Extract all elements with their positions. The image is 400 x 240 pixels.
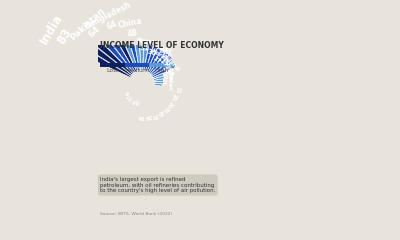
Wedge shape: [152, 63, 176, 78]
Wedge shape: [128, 35, 140, 71]
Text: Medium: Medium: [124, 68, 150, 73]
Text: 21: 21: [174, 86, 181, 94]
Wedge shape: [148, 49, 166, 73]
Text: Qatar
22: Qatar 22: [160, 66, 174, 86]
Text: Low: Low: [106, 68, 119, 73]
Wedge shape: [140, 41, 144, 70]
Wedge shape: [59, 23, 132, 76]
Wedge shape: [89, 23, 134, 74]
Wedge shape: [144, 43, 154, 71]
Text: INCOME LEVEL OF ECONOMY: INCOME LEVEL OF ECONOMY: [100, 41, 224, 50]
Wedge shape: [122, 37, 138, 71]
Text: 19: 19: [137, 114, 145, 119]
Text: 7: 7: [126, 92, 132, 98]
Wedge shape: [146, 46, 158, 71]
Text: 7: 7: [129, 95, 134, 101]
Wedge shape: [154, 84, 162, 86]
Wedge shape: [134, 39, 141, 70]
Wedge shape: [115, 35, 136, 72]
Wedge shape: [147, 47, 162, 72]
Text: Pakistan
64: Pakistan 64: [68, 6, 113, 50]
Wedge shape: [109, 37, 135, 73]
Text: 6: 6: [125, 89, 131, 95]
Wedge shape: [154, 79, 163, 82]
Text: 20: 20: [150, 112, 158, 119]
Wedge shape: [150, 52, 169, 74]
Text: 19: 19: [144, 113, 152, 119]
Bar: [125, 63, 150, 67]
Wedge shape: [154, 76, 164, 80]
Text: Myanmar
30: Myanmar 30: [134, 37, 172, 62]
Wedge shape: [142, 42, 149, 70]
Text: High: High: [154, 68, 169, 73]
Text: India's largest export is refined
petroleum, with oil refineries contributing
to: India's largest export is refined petrol…: [100, 177, 216, 193]
Text: 20: 20: [170, 93, 178, 101]
Wedge shape: [31, 19, 131, 77]
Text: Chile
24: Chile 24: [158, 59, 176, 79]
Text: China
48: China 48: [117, 17, 145, 41]
Text: India
83: India 83: [38, 11, 79, 54]
Text: 8: 8: [132, 97, 137, 103]
Text: Oman
21: Oman 21: [161, 73, 172, 91]
Wedge shape: [153, 73, 164, 79]
Wedge shape: [66, 14, 133, 75]
Wedge shape: [152, 60, 174, 76]
Text: Thailand
27: Thailand 27: [152, 46, 180, 76]
Bar: [150, 63, 174, 67]
Text: 20: 20: [166, 99, 174, 108]
Text: 20: 20: [156, 108, 165, 117]
Text: Source: WITS, World Bank (2022): Source: WITS, World Bank (2022): [100, 211, 172, 216]
Text: 20: 20: [161, 104, 170, 113]
Wedge shape: [154, 82, 164, 84]
Wedge shape: [150, 55, 172, 75]
Text: Bangladesh
64: Bangladesh 64: [83, 0, 137, 41]
Text: 8: 8: [135, 99, 140, 104]
Text: South
Korea
27: South Korea 27: [146, 43, 173, 68]
Bar: [100, 63, 125, 67]
Text: Peru
31: Peru 31: [135, 38, 154, 53]
